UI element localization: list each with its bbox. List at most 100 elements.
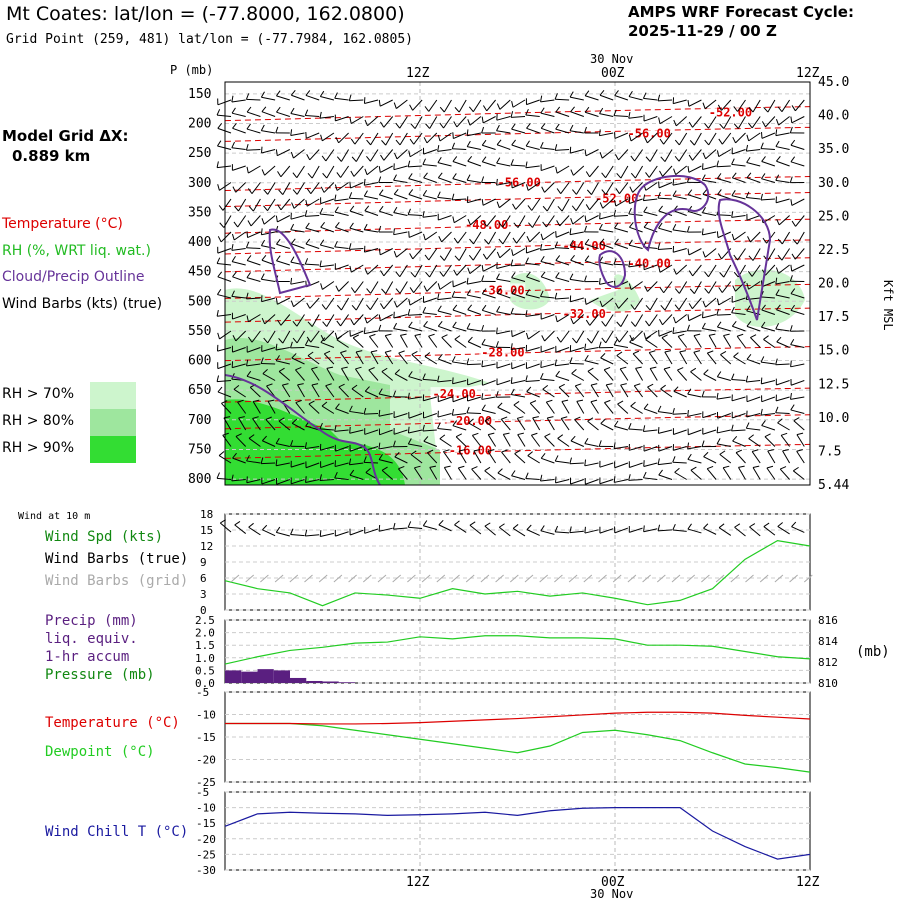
upper-air-wind-barb [398, 468, 408, 480]
height-tick-label: 15.0 [818, 344, 849, 359]
upper-air-wind-barb-flag [747, 271, 753, 277]
upper-air-wind-barb-flag [525, 375, 528, 382]
upper-air-wind-barb-flag [320, 337, 326, 343]
surface-wind-barb-flag [687, 523, 692, 530]
upper-air-wind-barb-flag [687, 388, 692, 395]
upper-air-wind-barb [351, 264, 364, 273]
wind-legend-item: Wind Barbs (grid) [45, 573, 188, 589]
upper-air-wind-barb-flag [540, 233, 544, 241]
upper-air-wind-barb-flag [364, 268, 369, 275]
upper-air-wind-barb-flag [363, 327, 366, 334]
upper-air-wind-barb-flag [260, 357, 264, 364]
upper-air-wind-barb [261, 130, 276, 134]
upper-air-wind-barb-flag [278, 417, 285, 422]
pressure-tick-label: 350 [188, 205, 211, 220]
upper-air-wind-barb [496, 311, 511, 315]
upper-air-wind-barb [599, 462, 614, 468]
upper-air-wind-barb [731, 379, 746, 381]
upper-air-wind-barb [217, 314, 232, 317]
temperature-tick: -25 [196, 776, 216, 789]
upper-air-wind-barb-flag [320, 134, 323, 141]
upper-air-wind-barb-flag [746, 172, 752, 179]
upper-air-wind-barb [399, 264, 408, 278]
upper-air-wind-barb-flag [422, 424, 425, 432]
upper-air-wind-barb [441, 337, 452, 348]
upper-air-wind-barb [217, 294, 232, 299]
upper-air-wind-barb-flag [703, 451, 709, 458]
upper-air-wind-barb [643, 264, 658, 271]
upper-air-wind-barb [702, 212, 717, 216]
upper-air-wind-barb-flag [260, 91, 265, 98]
upper-air-wind-barb [428, 99, 438, 112]
upper-air-wind-barb [531, 198, 541, 211]
upper-air-wind-barb-flag [570, 106, 575, 113]
upper-air-wind-barb-flag [716, 231, 719, 238]
upper-air-wind-barb-flag [717, 189, 722, 195]
upper-air-wind-barb [335, 446, 349, 452]
upper-air-wind-barb-flag [495, 391, 499, 398]
temperature-contour [224, 257, 811, 273]
upper-air-wind-barb-flag [571, 368, 577, 374]
upper-air-wind-barb-flag [748, 122, 753, 129]
upper-air-wind-barb [217, 380, 232, 383]
upper-air-wind-barb-flag [555, 315, 558, 322]
upper-air-wind-barb [672, 229, 687, 233]
upper-air-wind-barb [540, 112, 555, 117]
upper-air-wind-barb-flag [350, 319, 355, 326]
upper-air-wind-barb-flag [584, 126, 587, 134]
upper-air-wind-barb-flag [381, 367, 388, 373]
upper-air-wind-barb [379, 248, 393, 256]
upper-air-wind-barb-flag [410, 450, 417, 455]
upper-air-wind-barb [370, 281, 379, 294]
upper-air-wind-barb [613, 215, 628, 217]
upper-air-wind-barb [467, 396, 482, 402]
upper-air-wind-barb [334, 198, 349, 202]
upper-air-wind-barb [664, 297, 673, 311]
wind-speed-line [224, 540, 811, 607]
model-grid-value: 0.889 km [12, 147, 91, 165]
upper-air-wind-barb-flag [615, 302, 620, 309]
surface-wind-barb-flag [554, 525, 559, 533]
upper-air-wind-barb-flag [408, 189, 414, 195]
upper-air-wind-barb [482, 264, 496, 272]
upper-air-wind-barb-flag [350, 170, 355, 177]
upper-air-wind-barb [232, 276, 246, 282]
upper-air-wind-barb [355, 368, 364, 381]
upper-air-wind-barb [398, 352, 408, 365]
upper-air-wind-barb-flag [304, 258, 309, 265]
upper-air-wind-barb [466, 412, 481, 414]
pressure-tick-label: 150 [188, 87, 211, 102]
upper-air-wind-barb-flag [466, 406, 470, 414]
upper-air-wind-barb-flag [290, 223, 295, 231]
upper-air-wind-barb [349, 248, 364, 250]
upper-air-wind-barb-flag [452, 132, 454, 139]
upper-air-wind-barb [467, 309, 482, 315]
pressure-tick-label: 500 [188, 294, 211, 309]
upper-air-wind-barb-flag [437, 353, 443, 360]
upper-air-wind-barb-flag [260, 457, 264, 464]
upper-air-wind-barb [717, 326, 731, 332]
upper-air-wind-barb [497, 406, 511, 414]
upper-air-wind-barb [232, 127, 246, 134]
surface-wind-barb-flag [304, 529, 308, 537]
upper-air-wind-barb-flag [796, 432, 804, 436]
upper-air-wind-barb-flag [437, 283, 441, 290]
upper-air-wind-barb [569, 96, 584, 101]
upper-air-wind-barb-flag [437, 321, 443, 327]
upper-air-wind-barb [511, 277, 526, 282]
upper-air-wind-barb-flag [540, 243, 543, 251]
upper-air-wind-barb-flag [364, 168, 368, 175]
upper-air-wind-barb [708, 264, 717, 278]
upper-air-wind-barb-flag [571, 205, 577, 212]
upper-air-wind-barb-flag [482, 105, 488, 112]
upper-air-wind-barb [590, 384, 599, 398]
upper-air-wind-barb-flag [290, 440, 294, 447]
upper-air-wind-barb [341, 368, 350, 381]
windchill-tick: -15 [196, 817, 216, 830]
upper-air-wind-barb [471, 468, 482, 480]
upper-air-wind-barb-flag [305, 222, 310, 229]
upper-air-wind-barb [320, 446, 335, 451]
upper-air-wind-barb [545, 215, 555, 228]
precip-bar [225, 670, 242, 683]
legend-temperature: Temperature (°C) [2, 216, 123, 232]
